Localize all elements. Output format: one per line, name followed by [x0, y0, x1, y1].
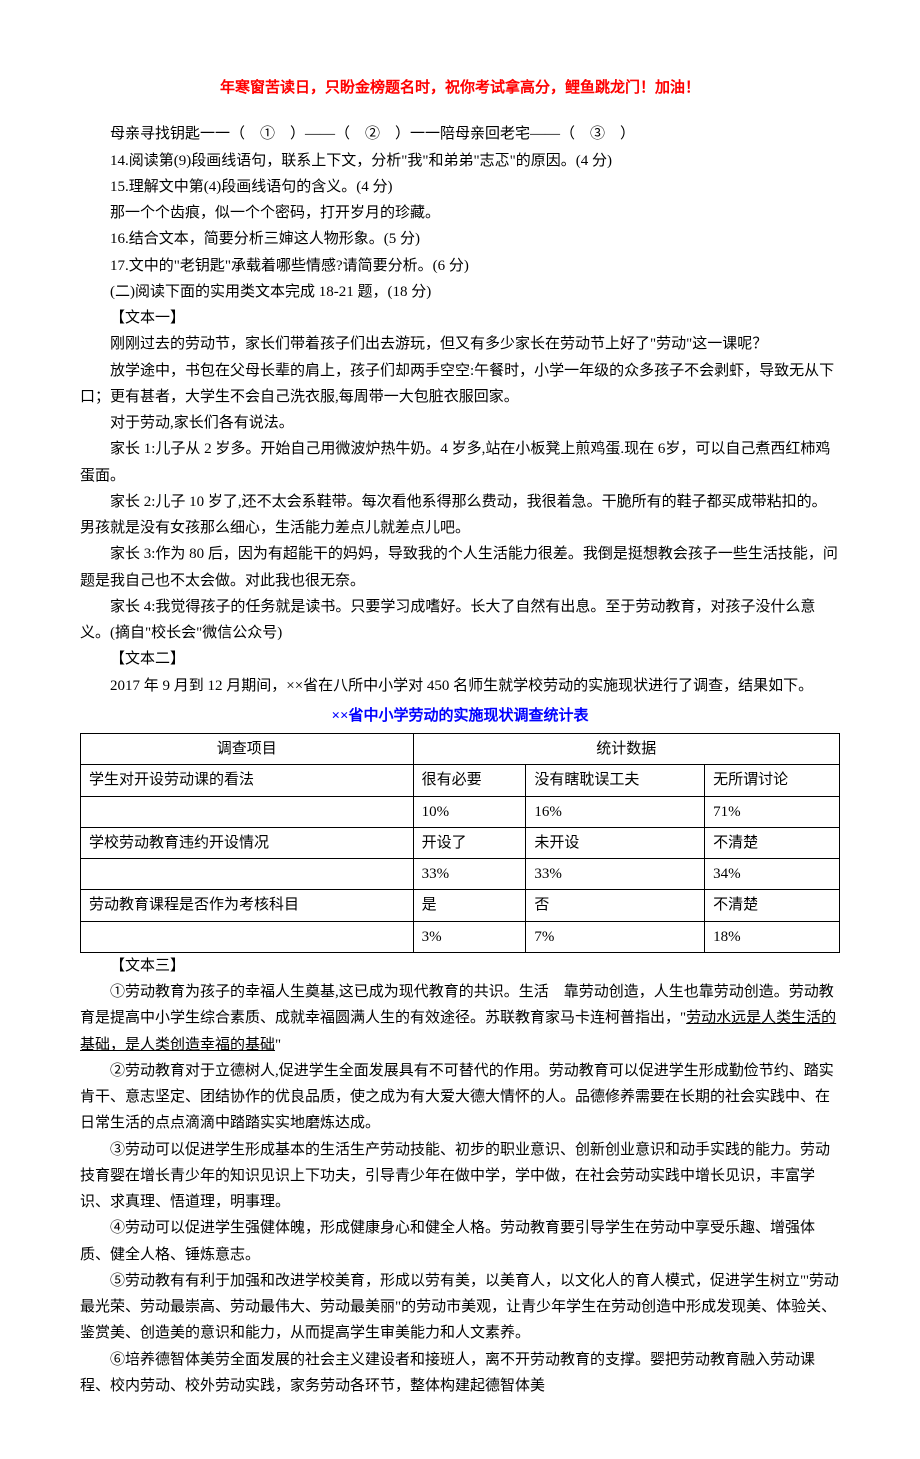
table-cell: 否: [526, 890, 705, 921]
table-cell: 未开设: [526, 827, 705, 858]
table-cell: 劳动教育课程是否作为考核科目: [81, 890, 414, 921]
table-cell: 34%: [705, 859, 840, 890]
table-cell: [81, 921, 414, 952]
text2-p1: 2017 年 9 月到 12 月期间，××省在八所中小学对 450 名师生就学校…: [80, 673, 840, 699]
question-line: 母亲寻找钥匙一一（ ① ）——（ ② ）一一陪母亲回老宅——（ ③ ）: [80, 121, 840, 147]
table-title: ××省中小学劳动的实施现状调查统计表: [80, 703, 840, 729]
table-header-col2: 统计数据: [413, 734, 839, 765]
text3-p2: ②劳动教育对于立德树人,促进学生全面发展具有不可替代的作用。劳动教育可以促进学生…: [80, 1058, 840, 1137]
section-2-heading: (二)阅读下面的实用类文本完成 18-21 题，(18 分): [80, 279, 840, 305]
text1-p7: 家长 4:我觉得孩子的任务就是读书。只要学习成嗜好。长大了自然有出息。至于劳动教…: [80, 594, 840, 647]
table-cell: 学校劳动教育违约开设情况: [81, 827, 414, 858]
table-cell: 3%: [413, 921, 526, 952]
table-cell: 无所谓讨论: [705, 765, 840, 796]
table-cell: 33%: [413, 859, 526, 890]
table-cell: 71%: [705, 796, 840, 827]
table-cell: [81, 796, 414, 827]
text3-p5: ⑤劳动教有有利于加强和改进学校美育，形成以劳有美，以美育人，以文化人的育人模式，…: [80, 1268, 840, 1347]
text1-p4: 家长 1:儿子从 2 岁多。开始自己用微波炉热牛奶。4 岁多,站在小板凳上煎鸡蛋…: [80, 436, 840, 489]
table-cell: 不清楚: [705, 890, 840, 921]
text3-p4: ④劳动可以促进学生强健体魄，形成健康身心和健全人格。劳动教育要引导学生在劳动中享…: [80, 1215, 840, 1268]
table-cell: 没有瞎耽误工夫: [526, 765, 705, 796]
text1-p2: 放学途中，书包在父母长辈的肩上，孩子们却两手空空:午餐时，小学一年级的众多孩子不…: [80, 358, 840, 411]
table-cell: 很有必要: [413, 765, 526, 796]
question-14: 14.阅读第(9)段画线语句，联系上下文，分析"我"和弟弟"志忑"的原因。(4 …: [80, 148, 840, 174]
text3-p1b: ": [275, 1037, 281, 1053]
table-cell: 16%: [526, 796, 705, 827]
question-15: 15.理解文中第(4)段画线语句的含义。(4 分): [80, 174, 840, 200]
page-header: 年寒窗苦读日，只盼金榜题名时，祝你考试拿高分，鲤鱼跳龙门！加油！: [80, 75, 840, 101]
text3-p1: ①劳动教育为孩子的幸福人生奠基,这已成为现代教育的共识。生活 靠劳动创造，人生也…: [80, 979, 840, 1058]
table-cell: 是: [413, 890, 526, 921]
table-cell: 开设了: [413, 827, 526, 858]
text1-p1: 刚刚过去的劳动节，家长们带着孩子们出去游玩，但又有多少家长在劳动节上好了"劳动"…: [80, 331, 840, 357]
text1-p6: 家长 3:作为 80 后，因为有超能干的妈妈，导致我的个人生活能力很差。我倒是挺…: [80, 541, 840, 594]
text1-label: 【文本一】: [80, 305, 840, 331]
text2-label: 【文本二】: [80, 646, 840, 672]
table-header-col1: 调查项目: [81, 734, 414, 765]
text3-p6: ⑥培养德智体美劳全面发展的社会主义建设者和接班人，离不开劳动教育的支撑。婴把劳动…: [80, 1347, 840, 1400]
table-cell: [81, 859, 414, 890]
table-cell: 33%: [526, 859, 705, 890]
table-cell: 10%: [413, 796, 526, 827]
text1-p3: 对于劳动,家长们各有说法。: [80, 410, 840, 436]
table-cell: 学生对开设劳动课的看法: [81, 765, 414, 796]
question-15-quote: 那一个个齿痕，似一个个密码，打开岁月的珍藏。: [80, 200, 840, 226]
survey-table: 调查项目 统计数据 学生对开设劳动课的看法 很有必要 没有瞎耽误工夫 无所谓讨论…: [80, 733, 840, 953]
text3-label: 【文本三】: [80, 953, 840, 979]
table-cell: 不清楚: [705, 827, 840, 858]
text1-p5: 家长 2:儿子 10 岁了,还不太会系鞋带。每次看他系得那么费动，我很着急。干脆…: [80, 489, 840, 542]
table-cell: 7%: [526, 921, 705, 952]
question-17: 17.文中的"老钥匙"承载着哪些情感?请简要分析。(6 分): [80, 253, 840, 279]
question-16: 16.结合文本，简要分析三婶这人物形象。(5 分): [80, 226, 840, 252]
table-cell: 18%: [705, 921, 840, 952]
text3-p3: ③劳动可以促进学生形成基本的生活生产劳动技能、初步的职业意识、创新创业意识和动手…: [80, 1137, 840, 1216]
